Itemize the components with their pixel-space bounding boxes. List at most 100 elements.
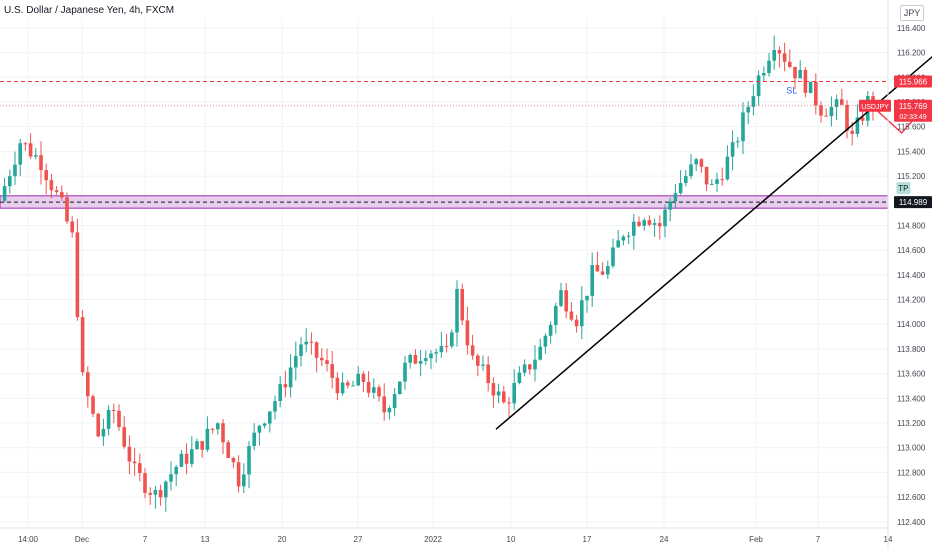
candle-body [564,290,568,312]
candle-body [559,290,563,306]
candle-body [772,50,776,61]
x-tick-label: 2022 [424,535,442,544]
candle-body [611,247,615,267]
candle-body [585,295,589,301]
currency-badge[interactable]: JPY [900,5,924,21]
candle-body [169,474,173,482]
candle-body [236,462,241,487]
x-tick-label: 7 [816,535,821,544]
candle-body [231,457,236,463]
candle-body [226,442,230,458]
sl-price-tag: 115.966 [899,77,928,86]
candle-body [127,446,132,462]
y-tick-label: 114.600 [897,246,926,255]
candle-body [782,53,787,62]
candle-body [153,489,158,495]
candle-body [216,423,220,430]
candle-body [824,115,828,117]
candle-body [647,220,652,225]
candle-body [278,384,282,402]
candle-body [101,428,106,437]
candle-body [829,106,834,117]
x-tick-label: 27 [354,535,363,544]
candle-body [439,345,444,353]
candle-body [595,265,600,272]
candle-body [117,410,121,428]
candle-body [158,489,163,498]
candle-body [403,362,407,382]
y-tick-label: 116.200 [897,49,926,58]
candle-body [262,423,267,426]
candle-body [372,387,376,393]
candle-body [658,223,662,227]
candle-body [606,266,610,275]
candle-body [346,382,350,386]
candle-body [689,164,693,177]
candle-body [143,473,147,493]
candle-body [798,69,802,79]
candle-body [387,408,392,413]
candlesticks [2,35,875,512]
candle-body [840,99,844,105]
candle-body [252,432,256,447]
y-tick-label: 116.400 [897,24,926,33]
candle-body [788,61,792,67]
candle-body [663,209,667,227]
x-tick-label: 24 [660,535,669,544]
y-tick-label: 113.600 [897,370,926,379]
candle-body [533,359,537,370]
candle-body [673,193,678,202]
candle-body [814,81,818,106]
y-tick-label: 112.400 [897,518,926,527]
candle-body [616,240,620,248]
candle-body [632,221,636,236]
candle-body [330,364,334,378]
y-tick-label: 113.000 [897,444,926,453]
candle-body [850,130,854,134]
tp-price-tag-bg [894,196,932,209]
candle-body [730,142,735,157]
candle-body [335,377,340,394]
candle-body [340,382,345,394]
candle-body [845,104,849,131]
x-tick-label: 7 [143,535,148,544]
candle-body [382,396,386,413]
candle-body [507,402,511,404]
candle-body [574,319,579,327]
candle-body [502,391,506,403]
candle-body [80,317,85,373]
x-tick-label: 14:00 [18,535,39,544]
candle-body [491,383,496,396]
candle-body [736,141,740,143]
candle-body [314,342,319,358]
tp-label-box [896,182,911,195]
grid-lines [0,18,889,528]
candle-body [247,446,251,475]
candle-body [465,320,470,346]
candle-body [299,344,303,356]
symbol-tag-bg [859,99,891,112]
candle-body [257,425,262,433]
candle-body [132,461,137,464]
x-tick-label: 17 [583,535,592,544]
candle-body [710,183,714,185]
candle-body [408,354,412,363]
candle-body [704,166,709,185]
countdown-tag: 02:33:49 [899,114,926,121]
candle-body [694,159,698,165]
candle-body [179,453,184,467]
candle-body [434,352,438,354]
candle-body [793,66,797,79]
y-tick-label: 113.800 [897,345,926,354]
candle-body [106,409,111,429]
candle-body [444,345,449,347]
candle-body [356,373,360,386]
candle-body [398,381,402,395]
candle-body [720,179,724,181]
candle-body [756,75,761,97]
candle-body [28,143,33,157]
candle-body [522,364,527,373]
candle-body [554,305,558,325]
y-tick-label: 113.400 [897,394,926,403]
